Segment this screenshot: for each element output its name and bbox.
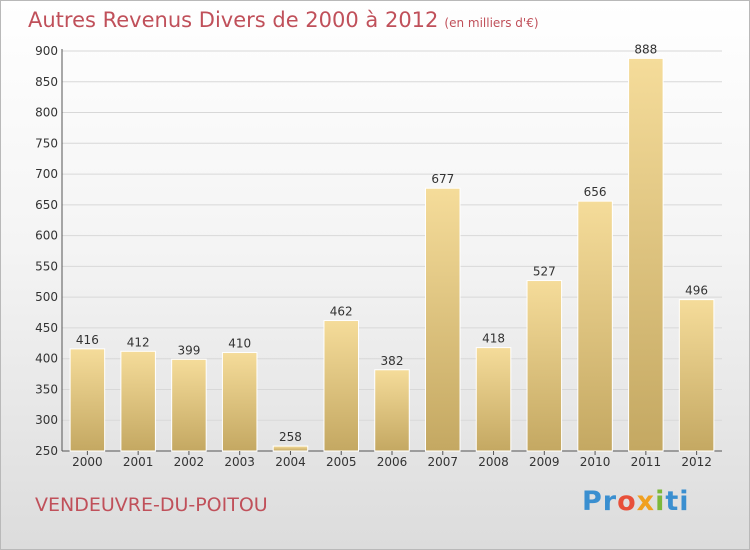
data-label: 527 xyxy=(533,265,556,279)
bar xyxy=(475,347,512,452)
y-tick-label: 750 xyxy=(35,136,58,150)
y-tick-label: 450 xyxy=(35,321,58,335)
data-label: 656 xyxy=(584,185,607,199)
data-label: 677 xyxy=(431,172,454,186)
x-tick-label: 2002 xyxy=(174,455,205,469)
chart-title-text: Autres Revenus Divers de 2000 à 2012 xyxy=(28,8,439,32)
bar xyxy=(69,348,106,452)
logo-part-5: ti xyxy=(665,486,690,517)
logo-part-4: i xyxy=(655,486,666,517)
bar xyxy=(678,299,715,452)
x-tick-label: 2009 xyxy=(529,455,560,469)
bar xyxy=(120,350,156,452)
data-label: 416 xyxy=(76,333,99,347)
x-tick-label: 2005 xyxy=(326,455,357,469)
y-tick-label: 250 xyxy=(35,444,58,458)
data-label: 418 xyxy=(482,332,505,346)
proxiti-logo: Proxiti xyxy=(582,486,690,517)
data-label: 399 xyxy=(177,343,200,357)
y-tick-label: 550 xyxy=(35,259,58,273)
bar xyxy=(628,57,664,452)
bar xyxy=(221,352,258,452)
x-tick-label: 2008 xyxy=(478,455,509,469)
data-label: 410 xyxy=(228,337,251,351)
bar xyxy=(374,369,410,452)
y-tick-label: 650 xyxy=(35,198,58,212)
y-tick-label: 600 xyxy=(35,229,58,243)
bar xyxy=(526,280,563,452)
data-label: 258 xyxy=(279,430,302,444)
x-tick-label: 2000 xyxy=(72,455,103,469)
logo-part-2: o xyxy=(617,486,637,517)
y-tick-label: 850 xyxy=(35,75,58,89)
x-tick-label: 2011 xyxy=(631,455,662,469)
data-label: 462 xyxy=(330,305,353,319)
data-label: 496 xyxy=(685,284,708,298)
x-tick-label: 2006 xyxy=(377,455,408,469)
logo-part-3: x xyxy=(636,486,656,517)
x-tick-label: 2007 xyxy=(427,455,458,469)
y-tick-label: 350 xyxy=(35,382,58,396)
x-tick-label: 2010 xyxy=(580,455,611,469)
y-tick-label: 500 xyxy=(35,290,58,304)
x-tick-label: 2003 xyxy=(224,455,255,469)
bar xyxy=(323,320,359,452)
bar xyxy=(425,187,461,452)
y-tick-label: 300 xyxy=(35,413,58,427)
x-tick-label: 2012 xyxy=(681,455,712,469)
bar xyxy=(272,445,309,452)
chart-subtitle: (en milliers d'€) xyxy=(444,16,539,30)
commune-name: VENDEUVRE-DU-POITOU xyxy=(35,494,268,516)
data-label: 382 xyxy=(381,354,404,368)
data-label: 412 xyxy=(127,335,150,349)
y-tick-label: 700 xyxy=(35,167,58,181)
y-tick-label: 900 xyxy=(35,44,58,58)
chart-title: Autres Revenus Divers de 2000 à 2012 (en … xyxy=(28,8,539,32)
logo-part-1: Pr xyxy=(582,486,618,517)
x-tick-label: 2004 xyxy=(275,455,306,469)
x-tick-label: 2001 xyxy=(123,455,154,469)
bar xyxy=(171,358,207,452)
data-label: 888 xyxy=(634,42,657,56)
y-tick-label: 400 xyxy=(35,352,58,366)
bar xyxy=(577,200,613,452)
y-tick-label: 800 xyxy=(35,106,58,120)
